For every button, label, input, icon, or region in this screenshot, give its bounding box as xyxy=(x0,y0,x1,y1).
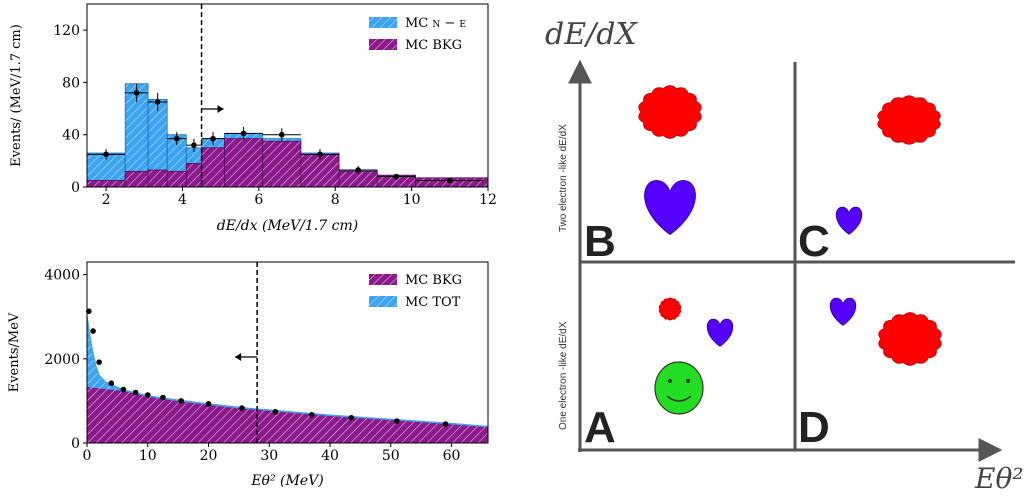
bot-data-point xyxy=(205,401,212,407)
top-y-tick-label: 0 xyxy=(71,180,80,196)
bot-x-axis-label: Eθ² (MeV) xyxy=(250,473,323,489)
bot-data-point xyxy=(96,359,102,365)
d-red-blob xyxy=(878,312,942,366)
top-data-point xyxy=(393,173,400,180)
top-data-point xyxy=(210,135,216,142)
a-smiley-eye xyxy=(668,379,672,383)
top-legend-swatch xyxy=(369,17,397,28)
top-bkg-bar xyxy=(147,169,168,188)
top-data-point xyxy=(317,151,323,158)
bot-data-point xyxy=(309,411,315,418)
c-purple-heart xyxy=(835,206,863,235)
bot-data-point xyxy=(442,421,449,427)
bot-x-tick-label: 0 xyxy=(83,448,92,464)
top-data-point xyxy=(103,151,109,158)
top-x-tick-label: 10 xyxy=(403,192,421,208)
bot-legend-swatch xyxy=(369,274,397,285)
bot-legend-label: MC TOT xyxy=(405,295,461,310)
bot-x-tick-label: 50 xyxy=(382,448,400,464)
bot-frame xyxy=(86,261,489,444)
d-purple-heart xyxy=(829,297,857,326)
top-x-axis-label: dE/dx (MeV/1.7 cm) xyxy=(217,218,358,234)
bot-cut-arrow-head xyxy=(235,353,242,361)
abcd-diagram: dE/dX Eθ² Two electron -like dE/dX One e… xyxy=(545,17,1024,495)
bottom-chart: 0 10 20 30 40 50 60 0 2000 4000 Eθ² (MeV) Events/Me… xyxy=(7,261,489,489)
top-bkg-bar xyxy=(185,163,202,188)
bot-data-point xyxy=(108,380,115,387)
b-purple-heart xyxy=(644,179,696,236)
quadrant-d-label: D xyxy=(798,403,830,452)
top-x-tick-label: 8 xyxy=(331,192,340,208)
diagram-x-label: Eθ² xyxy=(974,462,1024,495)
top-cut-arrow-head xyxy=(217,105,224,113)
bot-x-tick-label: 30 xyxy=(260,448,278,464)
b-red-blob xyxy=(638,85,702,139)
a-purple-heart xyxy=(706,318,734,347)
bot-data-point xyxy=(272,409,279,415)
top-data-point xyxy=(355,167,361,173)
top-x-tick-label: 12 xyxy=(479,192,497,208)
top-data-point xyxy=(154,99,161,105)
top-data-point xyxy=(133,90,140,96)
bot-data-point xyxy=(132,389,139,396)
lower-side-label: One electron -like dE/dX xyxy=(558,321,569,430)
top-data-point xyxy=(240,130,247,137)
bot-x-tick-label: 10 xyxy=(139,448,157,464)
a-smiley-eye xyxy=(686,379,690,383)
bot-y-axis-label: Events/MeV xyxy=(7,312,22,392)
top-data-point xyxy=(447,177,453,184)
a-smiley-face xyxy=(654,361,704,415)
top-y-tick-label: 80 xyxy=(62,75,80,91)
bot-data-point xyxy=(239,405,245,411)
top-data-point xyxy=(173,135,180,142)
bot-data-point xyxy=(144,392,151,398)
top-frame xyxy=(86,3,489,188)
top-legend-label: MC ν − e xyxy=(405,16,466,31)
quadrant-b-label: B xyxy=(584,217,616,266)
bot-y-tick-label: 4000 xyxy=(44,268,80,284)
bot-data-point xyxy=(394,418,400,424)
top-data-point xyxy=(278,131,285,138)
bot-data-point xyxy=(348,414,355,421)
bot-x-tick-label: 40 xyxy=(321,448,339,464)
bot-data-point xyxy=(120,386,127,393)
top-y-tick-label: 40 xyxy=(62,128,80,144)
bot-x-tick-label: 60 xyxy=(443,448,461,464)
top-bkg-bar xyxy=(262,140,302,188)
top-bkg-bar xyxy=(201,147,225,188)
bot-legend-swatch xyxy=(369,296,397,307)
a-small-red-blob xyxy=(658,297,682,321)
diagram-y-label: dE/dX xyxy=(545,17,638,52)
top-bkg-bar xyxy=(300,153,340,188)
bot-tot-line xyxy=(86,316,489,428)
top-bkg-bar xyxy=(166,170,187,188)
bot-legend-label: MC BKG xyxy=(405,273,462,288)
c-red-blob xyxy=(877,95,941,145)
top-data-point xyxy=(191,142,197,148)
top-y-axis-label: Events/ (MeV/1.7 cm) xyxy=(9,24,24,167)
top-y-tick-label: 120 xyxy=(53,23,80,39)
a-smiley-mouth xyxy=(666,395,692,402)
quadrant-c-label: C xyxy=(798,217,830,266)
bot-data-point xyxy=(160,394,166,401)
top-x-tick-label: 2 xyxy=(102,192,111,208)
bot-x-tick-label: 20 xyxy=(200,448,218,464)
top-x-tick-label: 6 xyxy=(254,192,263,208)
top-x-tick-label: 4 xyxy=(178,192,187,208)
top-legend-label: MC BKG xyxy=(405,38,462,53)
top-bkg-bar xyxy=(124,170,149,188)
bot-y-tick-label: 0 xyxy=(71,436,80,452)
top-bkg-bar xyxy=(86,180,126,188)
bot-y-tick-label: 2000 xyxy=(44,352,80,368)
top-legend-swatch xyxy=(369,39,397,50)
quadrant-a-label: A xyxy=(584,403,616,452)
bot-data-point xyxy=(178,398,184,404)
upper-side-label: Two electron -like dE/dX xyxy=(558,124,569,232)
bot-data-point xyxy=(90,328,96,334)
top-bkg-bar xyxy=(224,138,264,188)
